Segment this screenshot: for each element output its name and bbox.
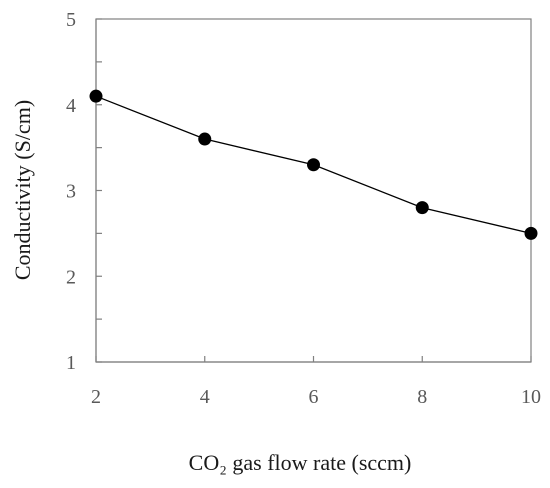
x-tick-label: 4	[200, 386, 210, 408]
y-tick-label: 3	[66, 181, 76, 203]
x-axis-label: CO₂ gas flow rate (sccm)	[189, 450, 412, 475]
data-point	[415, 201, 429, 215]
x-tick-label: 2	[91, 386, 101, 408]
y-tick-label: 4	[66, 95, 76, 117]
data-point	[89, 89, 103, 103]
axes-layer	[95, 18, 532, 363]
x-tick-label: 10	[521, 386, 541, 408]
y-tick-label: 2	[66, 266, 76, 288]
data-point	[198, 132, 212, 146]
y-tick-label: 1	[66, 352, 76, 374]
x-tick-label: 6	[309, 386, 319, 408]
plot-frame	[95, 18, 532, 363]
series-layer	[89, 89, 538, 240]
data-point	[524, 226, 538, 240]
y-axis-label: Conductivity (S/cm)	[10, 100, 35, 280]
data-point	[307, 158, 320, 172]
y-tick-label: 5	[66, 9, 76, 31]
x-tick-label: 8	[417, 386, 427, 408]
